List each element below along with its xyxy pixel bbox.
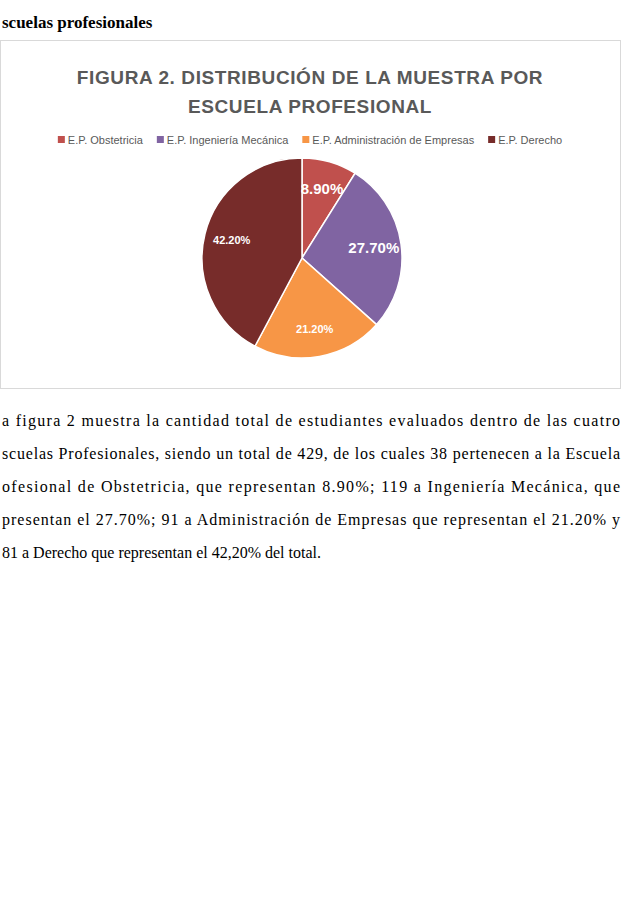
data-label: 27.70% [348, 239, 399, 256]
legend-label: E.P. Obstetricia [68, 134, 144, 146]
legend-label: E.P. Administración de Empresas [312, 134, 474, 146]
legend-swatch [302, 136, 309, 143]
heading: scuelas profesionales [2, 13, 153, 32]
paragraph-line: presentan el 27.70%; 91 a Administración… [2, 511, 620, 529]
paragraph-line: 81 a Derecho que representan el 42,20% d… [2, 544, 321, 562]
data-label: 21.20% [296, 323, 334, 335]
paragraph: a figura 2 muestra la cantidad total de … [2, 412, 620, 562]
chart-title: ESCUELA PROFESIONAL [188, 96, 432, 117]
paragraph-line: scuelas Profesionales, siendo un total d… [2, 445, 620, 463]
paragraph-line: a figura 2 muestra la cantidad total de … [2, 412, 620, 430]
legend-swatch [58, 136, 65, 143]
data-label: 8.90% [301, 180, 344, 197]
pie-slice [202, 158, 302, 346]
pie: 8.90% 27.70% 21.20% 42.20% [202, 158, 402, 358]
paragraph-line: ofesional de Obstetricia, que representa… [2, 478, 620, 496]
chart-frame [1, 41, 621, 389]
page: scuelas profesionales FIGURA 2. DISTRIBUC… [0, 0, 627, 903]
legend-label: E.P. Derecho [498, 134, 562, 146]
legend-swatch [157, 136, 164, 143]
legend-item: E.P. Administración de Empresas [302, 134, 474, 146]
legend-swatch [488, 136, 495, 143]
legend: E.P. Obstetricia E.P. Ingeniería Mecánica… [58, 134, 562, 146]
chart-title: FIGURA 2. DISTRIBUCIÓN DE LA MUESTRA POR [77, 67, 543, 88]
legend-item: E.P. Ingeniería Mecánica [157, 134, 289, 146]
legend-item: E.P. Derecho [488, 134, 562, 146]
data-label: 42.20% [213, 234, 251, 246]
legend-label: E.P. Ingeniería Mecánica [167, 134, 289, 146]
legend-item: E.P. Obstetricia [58, 134, 144, 146]
